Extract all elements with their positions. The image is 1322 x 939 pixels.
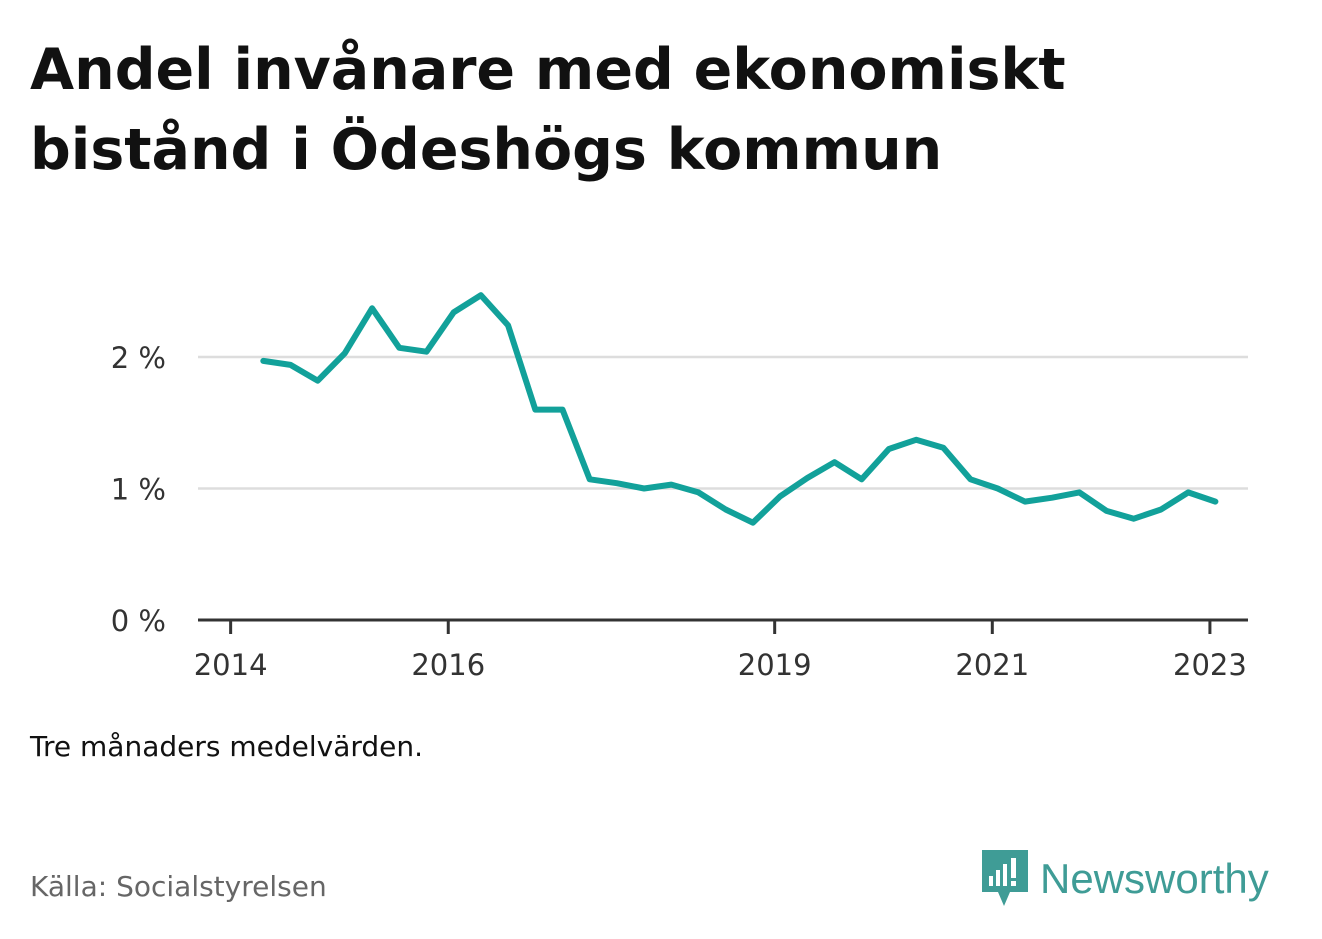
data-point <box>372 308 373 309</box>
x-tick-label: 2014 <box>194 648 268 682</box>
grid-lines <box>198 355 1248 490</box>
data-point <box>290 364 291 365</box>
data-point <box>1106 510 1107 511</box>
data-point <box>997 488 998 489</box>
data-point <box>1215 501 1216 502</box>
series-line <box>260 292 1219 526</box>
data-point <box>263 360 264 361</box>
y-tick-label: 1 % <box>111 473 166 507</box>
data-point <box>752 522 753 523</box>
data-point <box>616 483 617 484</box>
brand-name: Newsworthy <box>1040 855 1269 902</box>
data-point <box>780 496 781 497</box>
data-point <box>1079 492 1080 493</box>
y-tick-label: 2 % <box>111 341 166 375</box>
x-tick-label: 2019 <box>738 648 812 682</box>
brand-logo: Newsworthy <box>980 848 1269 910</box>
line-chart: 0 % 1 % 2 % 2014 2016 2019 2021 2023 <box>111 292 1248 682</box>
x-tick-label: 2021 <box>955 648 1029 682</box>
data-point <box>589 479 590 480</box>
data-point <box>453 312 454 313</box>
chart-title: Andel invånare med ekonomiskt bistånd i … <box>30 37 1066 183</box>
data-point <box>1024 501 1025 502</box>
data-point <box>943 447 944 448</box>
data-point <box>535 409 536 410</box>
data-point <box>834 462 835 463</box>
series-layer <box>260 292 1219 526</box>
data-point <box>426 351 427 352</box>
data-point <box>399 347 400 348</box>
data-point <box>1188 492 1189 493</box>
x-tick-label: 2016 <box>411 648 485 682</box>
chart-note: Tre månaders medelvärden. <box>30 730 424 763</box>
data-point <box>807 477 808 478</box>
x-tick-label: 2023 <box>1173 648 1247 682</box>
data-point <box>1133 518 1134 519</box>
y-axis-tick-labels: 0 % 1 % 2 % <box>111 341 166 638</box>
x-axis: 2014 2016 2019 2021 2023 <box>194 618 1248 682</box>
data-point <box>916 439 917 440</box>
data-point <box>970 479 971 480</box>
data-point <box>698 492 699 493</box>
data-point <box>562 409 563 410</box>
data-point <box>725 509 726 510</box>
data-point <box>644 488 645 489</box>
data-point <box>861 479 862 480</box>
data-point <box>671 484 672 485</box>
y-tick-label: 0 % <box>111 604 166 638</box>
newsworthy-logo-icon <box>982 850 1028 906</box>
data-point <box>480 295 481 296</box>
data-point <box>1160 509 1161 510</box>
data-point <box>317 380 318 381</box>
data-point <box>508 325 509 326</box>
data-point <box>344 353 345 354</box>
data-point <box>888 449 889 450</box>
data-point <box>1052 497 1053 498</box>
source-credit: Källa: Socialstyrelsen <box>30 870 327 903</box>
